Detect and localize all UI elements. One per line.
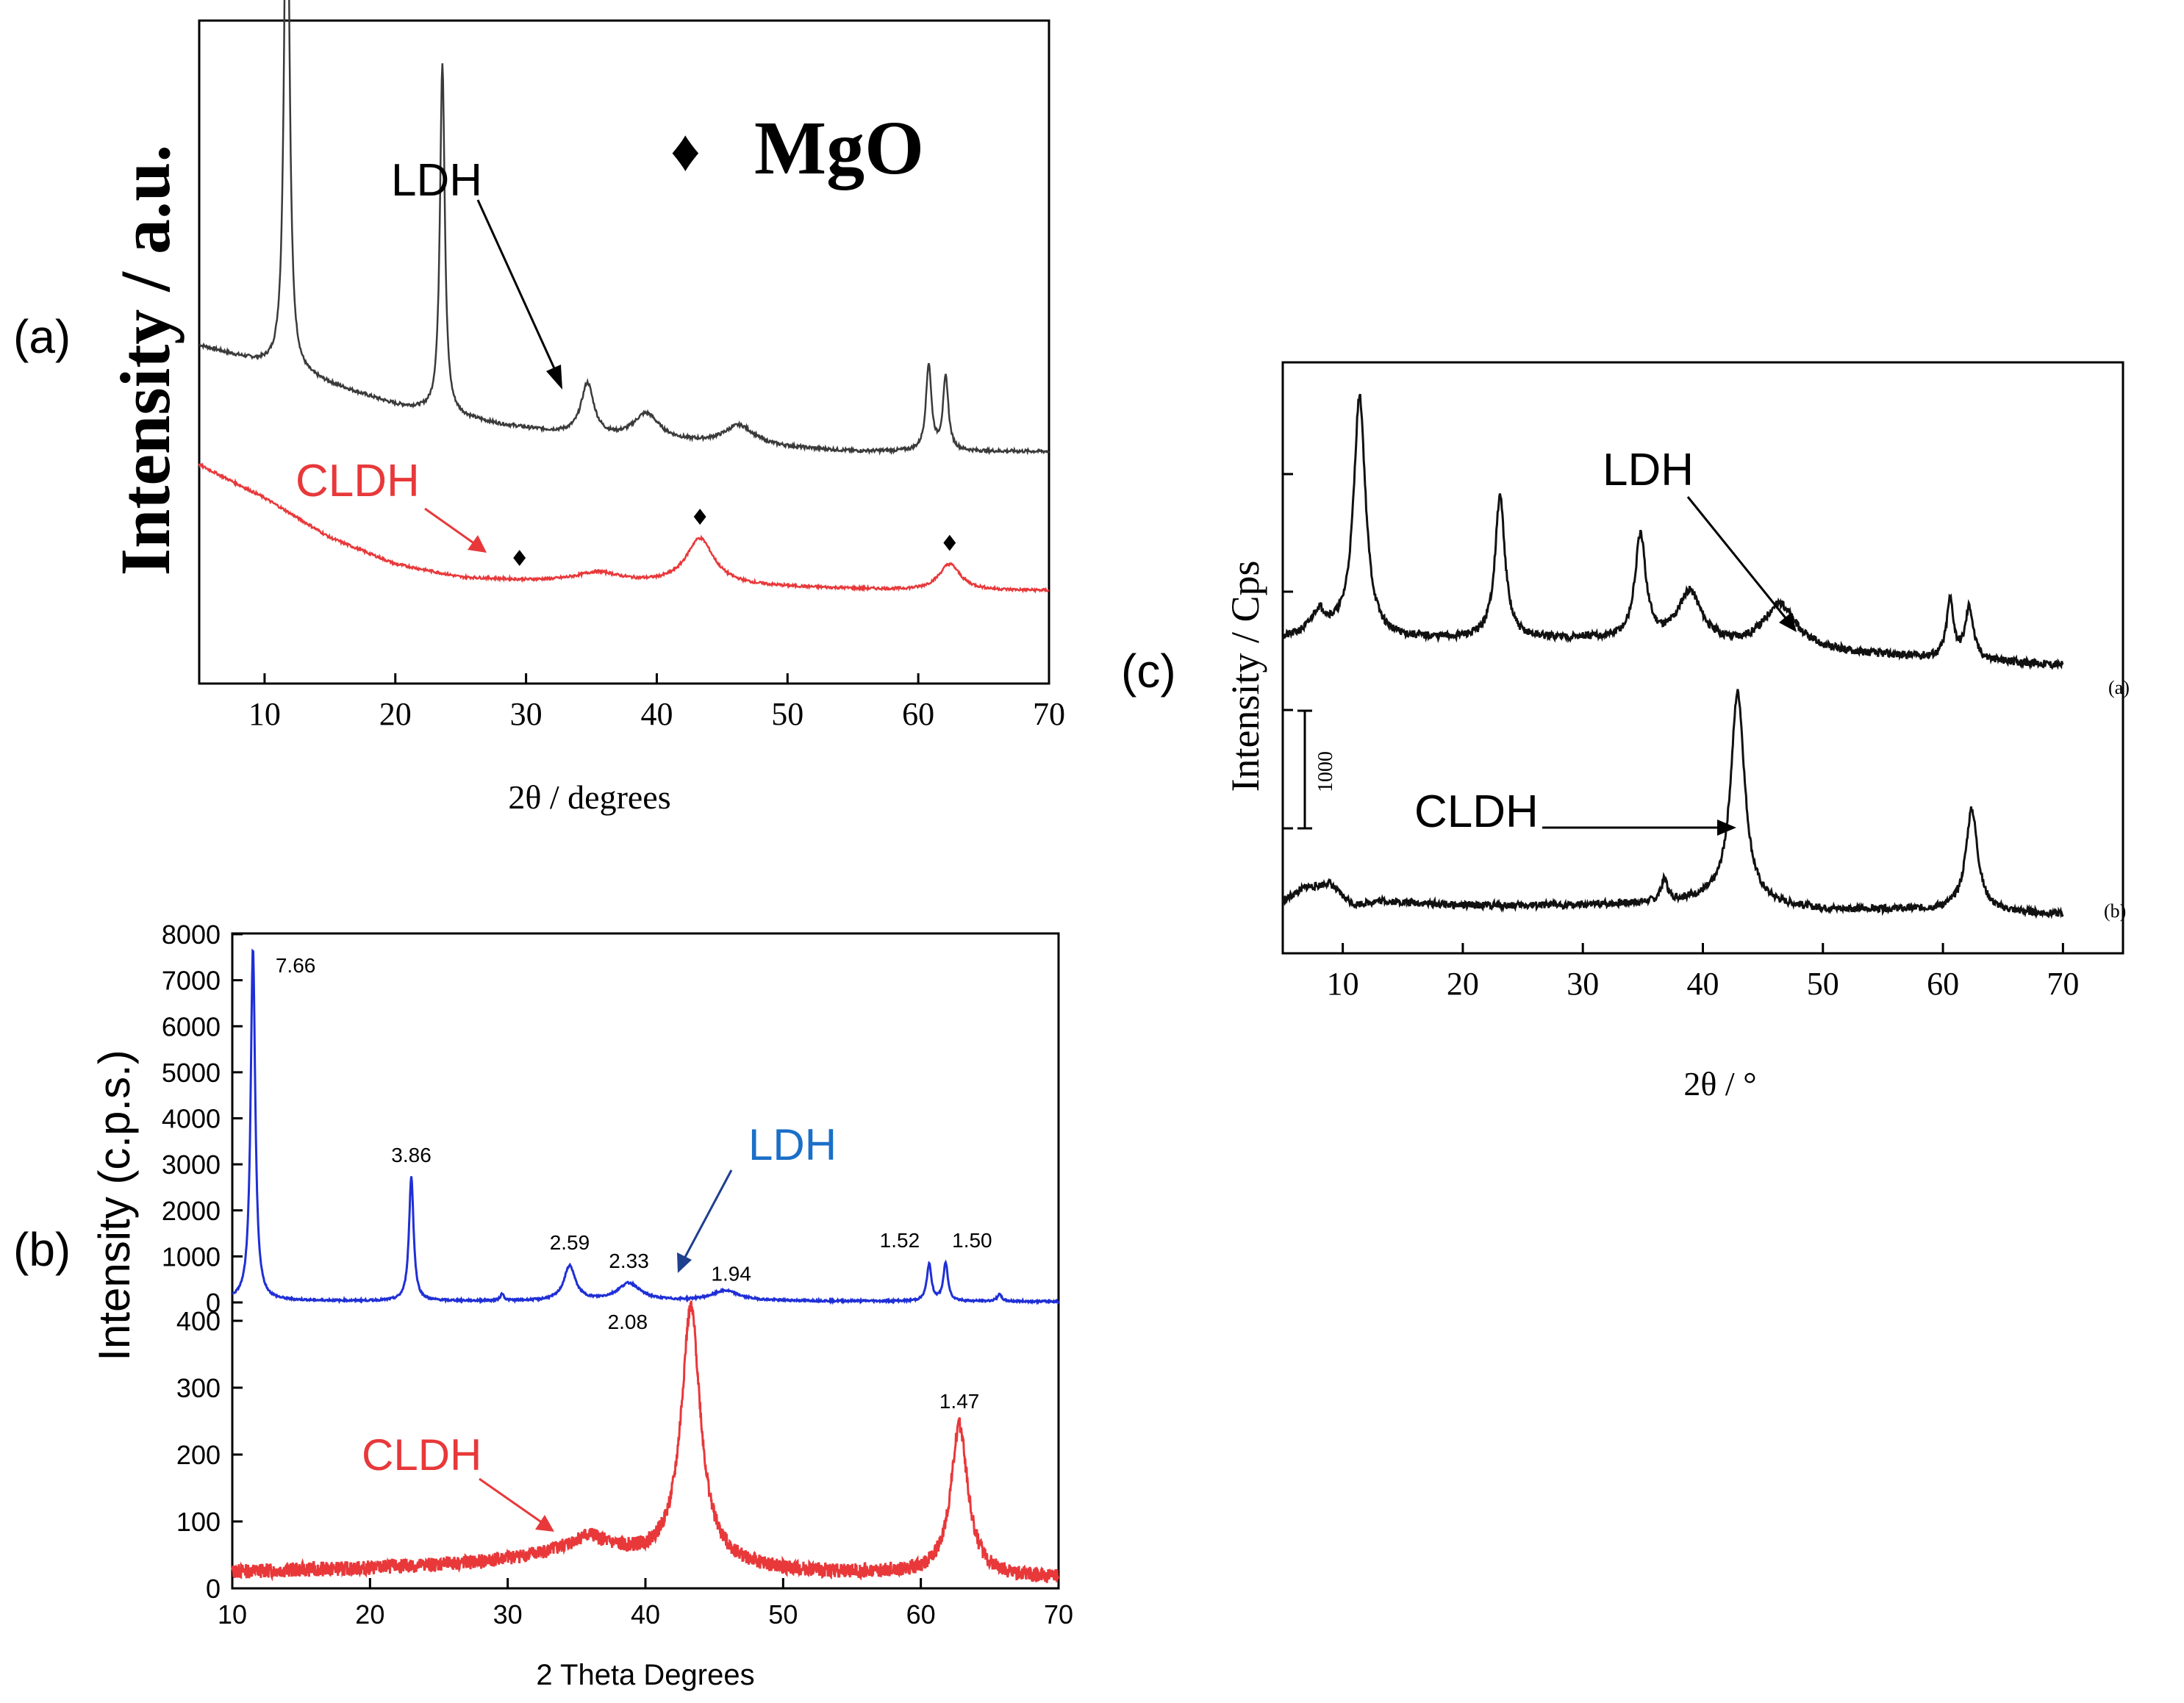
panel-b-peak-label: 1.50 <box>952 1229 992 1252</box>
panel-a-arrowhead-cldh <box>468 535 487 553</box>
panel-b-axes: 10 20 30 40 50 60 7001000200030004000500060007… <box>162 919 1073 1629</box>
panel-a-arrow-cldh <box>424 507 476 545</box>
panel-b-annotation-cldh: CLDH <box>362 1430 481 1480</box>
panel-b-upper-ytick-label: 2000 <box>162 1196 221 1226</box>
panel-a-legend-text: MgO <box>754 106 924 190</box>
panel-a-xtick-label: 40 <box>640 696 673 732</box>
panel-c-ylabel: Intensity / Cps <box>1223 560 1267 792</box>
panel-b-upper-ytick-label: 3000 <box>162 1150 221 1180</box>
panel-c-xtick-label: 40 <box>1687 966 1719 1002</box>
panel-b-xtick-label: 70 <box>1044 1599 1073 1629</box>
panel-c-series-ldh <box>1281 393 2064 670</box>
panel-c-series-cldh <box>1281 689 2064 919</box>
panel-a-mgo-markers: ♦ ♦ ♦ <box>509 505 959 572</box>
panel-c: (c) 10 20 30 40 50 60 70 Intensity / Cps 2θ / … <box>1121 361 2130 1103</box>
panel-c-xlabel: 2θ / ° <box>1683 1065 1756 1103</box>
panel-b-peak-label: 3.86 <box>391 1144 432 1166</box>
panel-b-upper-ytick-label: 6000 <box>162 1011 221 1041</box>
panel-c-curve-label-b: (b) <box>2104 900 2126 922</box>
panel-b-upper-ytick-label: 7000 <box>162 966 221 996</box>
panel-c-arrowhead-ldh <box>1779 612 1797 632</box>
panel-a-xtick-label: 20 <box>379 696 412 732</box>
panel-b-upper-ytick-label: 1000 <box>162 1241 221 1272</box>
panel-a-xtick-label: 30 <box>510 696 543 732</box>
panel-b-arrowhead-ldh <box>677 1252 692 1273</box>
panel-c-xtick-label: 30 <box>1567 966 1599 1002</box>
panel-b-arrow-cldh <box>479 1477 543 1524</box>
panel-a-series-cldh <box>198 462 1050 594</box>
panel-b-upper-ytick-label: 0 <box>206 1288 221 1318</box>
panel-b-xtick-label: 10 <box>218 1599 247 1629</box>
panel-b-xlabel: 2 Theta Degrees <box>536 1659 754 1691</box>
panel-a-xtick-label: 60 <box>902 696 934 732</box>
panel-b-series-ldh <box>232 948 1060 1305</box>
panel-a-xtick-label: 70 <box>1033 696 1065 732</box>
panel-b-lower-ytick-label: 0 <box>206 1574 221 1604</box>
panel-c-scale-bar-label: 1000 <box>1314 751 1337 792</box>
panel-b-annotation-ldh: LDH <box>748 1120 837 1169</box>
panel-b-lower-ytick-label: 300 <box>176 1373 221 1403</box>
panel-b-xtick-label: 60 <box>906 1599 936 1629</box>
panel-a-frame <box>198 19 1050 685</box>
panel-a-annotation-ldh: LDH <box>391 155 482 206</box>
panel-c-curve-label-a: (a) <box>2108 677 2130 698</box>
panel-b-xtick-label: 40 <box>631 1599 660 1629</box>
panel-c-axes: 10 20 30 40 50 60 70 <box>1283 473 2079 1002</box>
panel-a-mgo-marker: ♦ <box>939 531 959 556</box>
panel-c-xtick-label: 10 <box>1327 966 1359 1002</box>
panel-c-xtick-label: 60 <box>1927 966 1959 1002</box>
panel-c-arrow-ldh <box>1686 496 1788 620</box>
panel-b-xtick-label: 30 <box>493 1599 523 1629</box>
panel-c-arrowhead-cldh <box>1717 820 1736 836</box>
panel-c-annotation-ldh: LDH <box>1603 445 1694 495</box>
panel-b-lower-ytick-label: 200 <box>176 1440 221 1470</box>
panel-b-peak-label: 1.52 <box>880 1229 920 1252</box>
panel-a-series-ldh <box>198 0 1050 456</box>
panel-b-peak-label: 2.33 <box>609 1250 649 1272</box>
panel-a-xlabel: 2θ / degrees <box>508 778 670 816</box>
panel-b-peak-label: 7.66 <box>276 954 316 977</box>
panel-b-peak-label: 1.94 <box>711 1262 751 1285</box>
panel-a-xtick-label: 10 <box>248 696 281 732</box>
panel-c-xtick-label: 50 <box>1807 966 1839 1002</box>
panel-a-arrow-ldh <box>476 199 559 376</box>
panel-b-peak-labels: 7.66 3.86 2.59 2.33 1.94 1.52 1.50 2.08 1.47 <box>276 954 992 1413</box>
panel-a-ylabel: Intensity / a.u. <box>106 145 185 576</box>
panel-a-x-ticks: 10 20 30 40 50 60 70 <box>248 673 1065 732</box>
panel-b-series-cldh <box>231 1300 1059 1583</box>
panel-c-annotation-cldh: CLDH <box>1414 786 1539 837</box>
panel-b-arrow-ldh <box>682 1169 733 1261</box>
panel-a-xtick-label: 50 <box>771 696 803 732</box>
panel-b-upper-ytick-label: 4000 <box>162 1104 221 1134</box>
panel-b-upper-ytick-label: 5000 <box>162 1058 221 1088</box>
panel-a-label: (a) <box>13 310 71 363</box>
panel-c-xtick-label: 70 <box>2047 966 2079 1002</box>
panel-b-lower-ytick-label: 100 <box>176 1507 221 1537</box>
panel-a-legend-symbol: ♦ <box>670 119 701 184</box>
panel-b-ylabel: Intensity (c.p.s.) <box>90 1050 139 1360</box>
panel-b-peak-label: 1.47 <box>939 1390 980 1413</box>
panel-a-mgo-marker: ♦ <box>509 546 529 572</box>
panel-a: (a) 10 20 30 40 50 60 70 Intensity / a.u. 2θ /… <box>13 0 1065 816</box>
panel-b-arrowhead-cldh <box>535 1515 554 1532</box>
panel-b-xtick-label: 20 <box>355 1599 384 1629</box>
panel-a-annotation-cldh: CLDH <box>296 456 420 506</box>
panel-b-peak-label: 2.08 <box>608 1311 648 1333</box>
panel-a-arrowhead-ldh <box>546 365 562 390</box>
panel-a-mgo-marker: ♦ <box>690 505 710 531</box>
panel-b-peak-label: 2.59 <box>550 1231 590 1254</box>
panel-b-upper-ytick-label: 8000 <box>162 919 221 950</box>
panel-b-lower-ytick-label: 400 <box>176 1306 221 1336</box>
panel-c-label: (c) <box>1121 645 1176 698</box>
panel-b: (b) 10 20 30 40 50 60 700100020003000400050006… <box>13 919 1073 1691</box>
panel-b-label: (b) <box>13 1223 71 1276</box>
panel-b-xtick-label: 50 <box>768 1599 798 1629</box>
panel-c-xtick-label: 20 <box>1447 966 1479 1002</box>
